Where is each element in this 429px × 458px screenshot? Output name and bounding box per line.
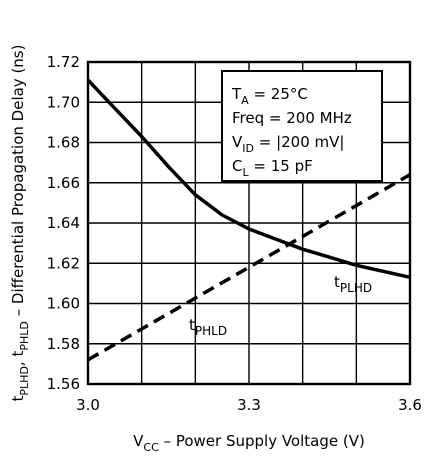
y-tick-label: 1.70 [47,93,80,111]
condition-cl: CL = 15 pF [232,157,313,179]
series-line-phld [87,173,411,362]
y-tick-labels: 1.56 1.58 1.60 1.62 1.64 1.66 1.68 1.70 1.72 [47,53,80,393]
y-tick-label: 1.64 [47,214,80,232]
y-tick-label: 1.62 [47,254,80,272]
y-tick-label: 1.60 [47,295,80,313]
x-tick-label: 3.3 [237,396,261,414]
series-label-tplhd: tPLHD [334,273,372,295]
x-tick-label: 3.6 [398,396,422,414]
y-tick-label: 1.58 [47,335,80,353]
series-label-tphld: tPHLD [189,316,227,338]
x-tick-label: 3.0 [76,396,100,414]
conditions-box: TA = 25°C Freq = 200 MHz VID = |200 mV| … [221,70,383,182]
x-axis-label: VCC – Power Supply Voltage (V) [133,432,365,454]
series-line-plhd [86,78,411,280]
y-axis-label: tPLHD, tPHLD – Differential Propagation … [9,45,31,402]
series-lines [86,78,411,362]
x-tick-labels: 3.0 3.3 3.6 [76,396,422,414]
condition-ta: TA = 25°C [231,85,308,107]
condition-vid: VID = |200 mV| [232,133,344,155]
plot-frame [86,60,412,386]
y-tick-label: 1.56 [47,375,80,393]
conditions-box-border [221,70,383,182]
y-tick-label: 1.68 [47,134,80,152]
y-tick-label: 1.66 [47,174,80,192]
y-tick-label: 1.72 [47,53,80,71]
condition-freq: Freq = 200 MHz [232,109,352,127]
